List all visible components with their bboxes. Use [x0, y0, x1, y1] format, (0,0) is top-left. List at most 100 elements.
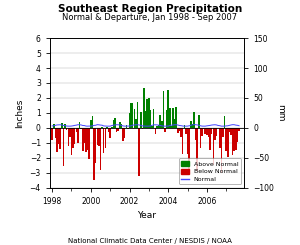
Bar [138, 128, 140, 176]
Bar [53, 124, 55, 128]
Bar [63, 128, 64, 166]
Bar [127, 128, 129, 129]
Bar [222, 128, 224, 137]
Bar [80, 128, 82, 130]
Bar [224, 116, 225, 128]
Bar [201, 128, 203, 136]
Bar [124, 128, 125, 138]
Bar [172, 108, 174, 128]
Bar [153, 110, 154, 128]
Bar [188, 128, 190, 173]
Bar [196, 128, 198, 171]
Bar [135, 119, 137, 128]
Bar [66, 128, 68, 130]
Bar [190, 121, 191, 128]
Bar [214, 128, 216, 140]
Bar [105, 128, 106, 148]
Bar [101, 127, 103, 128]
Bar [212, 128, 214, 165]
Bar [146, 99, 148, 128]
Bar [198, 115, 200, 128]
Bar [140, 112, 142, 128]
Bar [145, 111, 146, 128]
Bar [200, 128, 201, 147]
Bar [77, 128, 79, 143]
Bar [182, 128, 184, 154]
Bar [159, 115, 161, 128]
Bar [237, 128, 238, 142]
Text: Southeast Region Precipitation: Southeast Region Precipitation [58, 4, 242, 14]
Bar [233, 128, 235, 151]
Bar [185, 128, 187, 134]
Bar [151, 126, 153, 128]
Bar [143, 88, 145, 128]
Bar [88, 128, 90, 159]
Bar [84, 128, 85, 144]
Bar [229, 128, 230, 132]
Bar [130, 103, 132, 128]
Bar [203, 128, 204, 129]
Bar [95, 128, 96, 163]
Bar [111, 127, 112, 128]
Bar [64, 124, 66, 128]
Bar [206, 128, 208, 135]
Bar [122, 128, 124, 141]
Bar [132, 103, 134, 128]
Bar [129, 113, 130, 128]
Bar [98, 128, 100, 146]
Bar [112, 120, 114, 128]
Bar [93, 128, 95, 180]
Bar [176, 107, 177, 128]
Bar [177, 128, 178, 133]
Bar [192, 124, 193, 128]
Text: Normal & Departure, Jan 1998 - Sep 2007: Normal & Departure, Jan 1998 - Sep 2007 [62, 13, 238, 23]
Bar [225, 128, 227, 151]
Bar [154, 128, 156, 134]
Bar [232, 128, 233, 156]
Bar [103, 128, 104, 153]
X-axis label: Year: Year [137, 211, 156, 220]
Bar [85, 128, 87, 151]
Bar [220, 128, 222, 173]
Bar [179, 128, 180, 131]
Bar [134, 109, 135, 128]
Bar [227, 128, 229, 157]
Bar [58, 128, 59, 145]
Bar [59, 128, 61, 149]
Bar [68, 128, 69, 146]
Bar [51, 128, 53, 140]
Bar [119, 122, 121, 128]
Bar [169, 108, 171, 128]
Bar [74, 128, 76, 144]
Bar [90, 120, 92, 128]
Bar [79, 122, 80, 128]
Bar [114, 119, 116, 128]
Bar [142, 128, 143, 129]
Bar [238, 128, 240, 131]
Bar [108, 128, 109, 132]
Bar [55, 128, 56, 137]
Bar [76, 128, 77, 132]
Bar [208, 128, 209, 137]
Bar [193, 112, 195, 128]
Bar [166, 110, 167, 128]
Y-axis label: mm: mm [276, 104, 285, 122]
Bar [174, 119, 176, 128]
Bar [148, 98, 150, 128]
Bar [110, 128, 111, 138]
Bar [106, 127, 108, 128]
Bar [230, 128, 232, 135]
Bar [150, 110, 151, 128]
Legend: Above Normal, Below Normal, Normal: Above Normal, Below Normal, Normal [179, 159, 241, 184]
Bar [184, 125, 185, 128]
Bar [92, 116, 93, 128]
Bar [71, 128, 72, 155]
Bar [69, 128, 70, 137]
Bar [211, 128, 212, 135]
Bar [97, 128, 98, 146]
Bar [205, 128, 206, 134]
Bar [164, 128, 166, 133]
Bar [100, 128, 101, 170]
Bar [163, 91, 164, 128]
Bar [56, 128, 58, 152]
